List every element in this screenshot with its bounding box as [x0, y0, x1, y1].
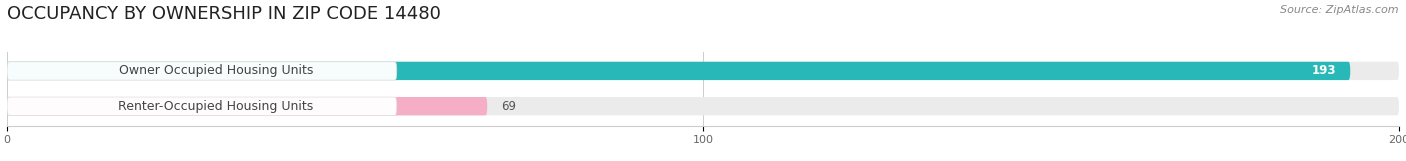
FancyBboxPatch shape — [7, 62, 1399, 80]
Text: 193: 193 — [1312, 64, 1336, 77]
FancyBboxPatch shape — [7, 62, 396, 80]
FancyBboxPatch shape — [7, 97, 488, 115]
Text: OCCUPANCY BY OWNERSHIP IN ZIP CODE 14480: OCCUPANCY BY OWNERSHIP IN ZIP CODE 14480 — [7, 5, 441, 23]
FancyBboxPatch shape — [7, 97, 396, 115]
FancyBboxPatch shape — [7, 62, 1350, 80]
FancyBboxPatch shape — [7, 97, 1399, 115]
Text: Owner Occupied Housing Units: Owner Occupied Housing Units — [118, 64, 314, 77]
Text: Source: ZipAtlas.com: Source: ZipAtlas.com — [1281, 5, 1399, 15]
Text: Renter-Occupied Housing Units: Renter-Occupied Housing Units — [118, 100, 314, 113]
Text: 69: 69 — [501, 100, 516, 113]
